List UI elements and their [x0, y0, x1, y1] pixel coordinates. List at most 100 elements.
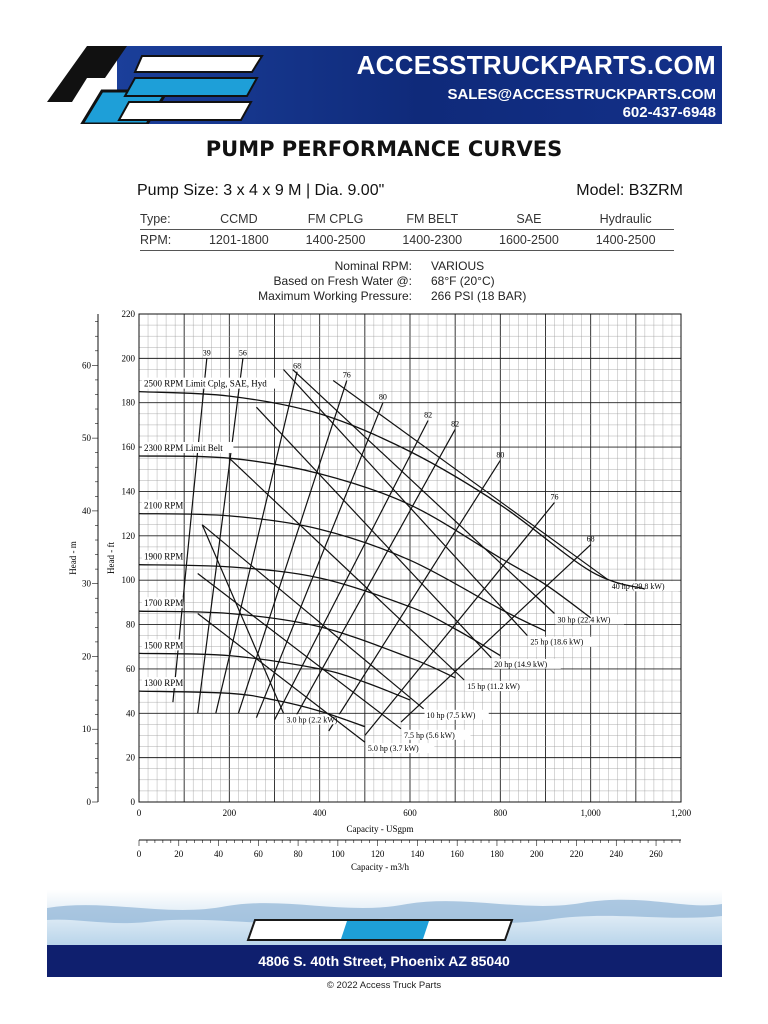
x-tick-label: 400	[313, 808, 327, 818]
y-tick-label: 220	[122, 309, 136, 319]
y2-tick-label: 50	[82, 433, 92, 443]
type-row: Type: CCMD FM CPLG FM BELT SAE Hydraulic	[140, 209, 674, 230]
type-cell: CCMD	[190, 209, 288, 230]
power-label: 3.0 hp (2.2 kW)	[287, 715, 338, 724]
power-line	[201, 524, 424, 710]
power-line	[255, 406, 492, 659]
rpm-label-bg	[142, 550, 183, 562]
efficiency-label: 39	[203, 348, 211, 357]
x2-tick-label: 160	[450, 849, 464, 859]
rpm-curve	[138, 652, 411, 701]
efficiency-line	[172, 358, 208, 703]
rpm-label: 2500 RPM Limit Cplg, SAE, Hyd	[144, 379, 267, 389]
rpm-label: 1500 RPM	[144, 640, 183, 650]
condition-label: Maximum Working Pressure:	[258, 289, 412, 303]
x2-tick-label: 100	[331, 849, 345, 859]
efficiency-label: 80	[496, 450, 504, 459]
x2-tick-label: 200	[530, 849, 544, 859]
rpm-label-bg	[142, 377, 280, 389]
efficiency-line	[273, 420, 429, 721]
site-link[interactable]: ACCESSTRUCKPARTS.COM	[356, 50, 716, 80]
rpm-label: 2300 RPM Limit Belt	[144, 443, 223, 453]
y2-tick-label: 10	[82, 724, 92, 734]
power-line	[332, 380, 610, 581]
type-label: Type:	[140, 209, 191, 230]
x2-tick-label: 240	[610, 849, 624, 859]
x-tick-label: 800	[494, 808, 508, 818]
rpm-label-bg	[142, 677, 183, 689]
efficiency-line	[364, 502, 555, 736]
power-line	[228, 457, 465, 681]
x2-tick-label: 0	[137, 849, 142, 859]
type-cell: FM BELT	[383, 209, 481, 230]
power-label-bg	[492, 658, 561, 669]
power-line	[292, 369, 555, 614]
y-tick-label: 0	[131, 797, 136, 807]
efficiency-line	[237, 380, 348, 714]
rpm-curve	[138, 564, 501, 657]
pump-size: Pump Size: 3 x 4 x 9 M | Dia. 9.00"	[137, 182, 385, 199]
efficiency-label: 68	[293, 362, 301, 371]
rpm-curve	[138, 512, 546, 632]
condition-value: 68°F (20°C)	[431, 274, 495, 288]
rpm-label-bg	[142, 639, 183, 651]
copyright: © 2022 Access Truck Parts	[326, 980, 442, 991]
power-line	[197, 573, 402, 730]
efficiency-label: 76	[343, 371, 351, 380]
y2-tick-label: 0	[87, 797, 92, 807]
footer-address: 4806 S. 40th Street, Phoenix AZ 85040	[258, 953, 510, 969]
y-tick-label: 20	[126, 753, 136, 763]
power-label: 40 hp (29.8 kW)	[612, 582, 665, 591]
power-label: 15 hp (11.2 kW)	[467, 682, 520, 691]
x-tick-label: 1,000	[581, 808, 602, 818]
y-tick-label: 180	[122, 398, 136, 408]
y-tick-label: 200	[122, 353, 136, 363]
power-label: 25 hp (18.6 kW)	[530, 638, 583, 647]
page-title: PUMP PERFORMANCE CURVES	[205, 137, 563, 161]
power-label-bg	[609, 581, 679, 592]
x2-tick-label: 40	[214, 849, 224, 859]
efficiency-line	[215, 371, 298, 714]
x2-tick-label: 140	[411, 849, 425, 859]
y-tick-label: 60	[126, 664, 136, 674]
efficiency-label: 82	[451, 419, 459, 428]
efficiency-line	[328, 460, 501, 732]
x2-tick-label: 80	[294, 849, 304, 859]
efficiency-label: 68	[587, 535, 595, 544]
y-tick-label: 140	[122, 486, 136, 496]
power-label: 10 hp (7.5 kW)	[427, 711, 476, 720]
power-label-bg	[365, 743, 435, 754]
rpm-curve	[138, 690, 366, 728]
rpm-label: RPM:	[140, 229, 191, 251]
x2-tick-label: 120	[371, 849, 385, 859]
rpm-label: 1300 RPM	[144, 678, 183, 688]
power-label: 5.0 hp (3.7 kW)	[368, 744, 419, 753]
rpm-label-bg	[142, 441, 234, 453]
condition-value: 266 PSI (18 BAR)	[431, 289, 527, 303]
power-label: 20 hp (14.9 kW)	[494, 660, 547, 669]
rpm-curve	[138, 390, 646, 590]
x2-tick-label: 260	[649, 849, 663, 859]
x2-tick-label: 60	[254, 849, 264, 859]
y2-axis-label: Head - m	[68, 541, 78, 575]
rpm-label-bg	[142, 499, 183, 511]
condition-value: VARIOUS	[431, 259, 485, 273]
spec-table: Type: CCMD FM CPLG FM BELT SAE Hydraulic…	[140, 209, 674, 251]
power-label-bg	[424, 709, 489, 720]
power-label: 7.5 hp (5.6 kW)	[404, 731, 455, 740]
rpm-label: 1700 RPM	[144, 598, 183, 608]
phone-number[interactable]: 602-437-6948	[622, 104, 716, 121]
pump-curve-chart: 0 200 400 600 800 1,000 1,20002040608010012014…	[68, 309, 692, 872]
power-label-bg	[528, 636, 597, 647]
y-tick-label: 100	[122, 575, 136, 585]
power-label-bg	[465, 681, 534, 691]
email-link[interactable]: SALES@ACCESSTRUCKPARTS.COM	[447, 86, 716, 103]
y2-tick-label: 40	[82, 506, 92, 516]
x2-axis-label: Capacity - m3/h	[351, 862, 409, 872]
footer-water-graphic	[47, 890, 722, 946]
y2-tick-label: 60	[82, 360, 92, 370]
power-label-bg	[284, 714, 354, 725]
efficiency-label: 80	[379, 393, 387, 402]
rpm-cell: 1400-2300	[383, 229, 481, 251]
y-tick-label: 120	[122, 531, 136, 541]
